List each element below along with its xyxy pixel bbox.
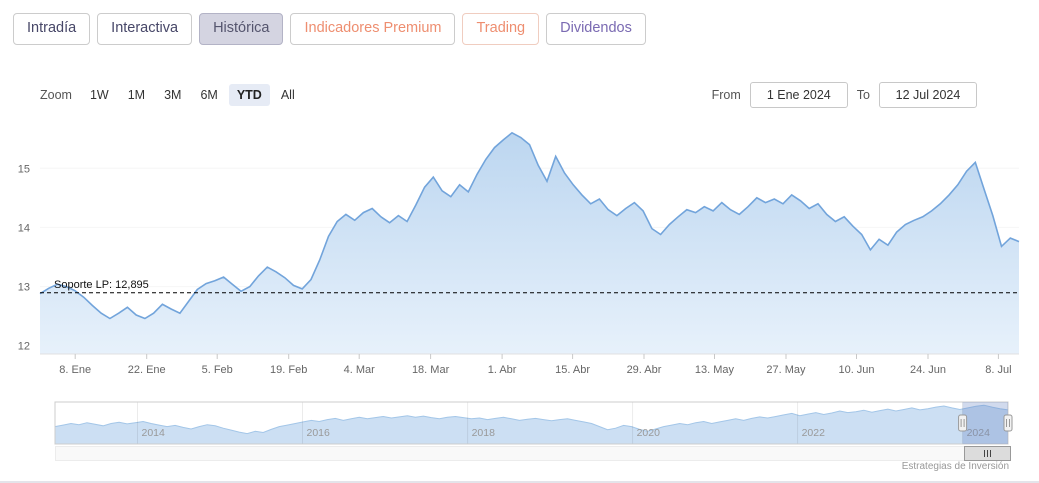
x-axis-label: 10. Jun (838, 364, 874, 376)
x-axis-label: 13. May (695, 364, 735, 376)
navigator-year-label: 2016 (307, 427, 331, 439)
navigator-year-label: 2024 (967, 427, 991, 439)
x-axis-label: 8. Jul (985, 364, 1011, 376)
x-axis-label: 8. Ene (59, 364, 91, 376)
zoom-label: Zoom (40, 88, 72, 102)
navigator-year-label: 2020 (637, 427, 661, 439)
zoom-button-all[interactable]: All (280, 88, 295, 102)
zoom-button-1m[interactable]: 1M (127, 88, 146, 102)
scrollbar-track[interactable] (55, 446, 1011, 461)
tab-intradia[interactable]: Intradía (13, 13, 91, 45)
navigator-year-label: 2018 (472, 427, 496, 439)
x-axis-label: 15. Abr (555, 364, 590, 376)
x-axis-label: 22. Ene (128, 364, 166, 376)
y-axis-label: 12 (18, 341, 30, 353)
chart-mode-tabs: Intradía Interactiva Histórica Indicador… (13, 13, 646, 45)
navigator-area (55, 405, 1008, 444)
support-line-label: Soporte LP: 12,895 (54, 279, 149, 291)
navigator-year-label: 2022 (802, 427, 826, 439)
navigator-line (54, 404, 1009, 435)
x-axis-label: 19. Feb (270, 364, 307, 376)
x-axis-label: 1. Abr (488, 364, 517, 376)
x-axis-label: 27. May (766, 364, 806, 376)
price-area (40, 132, 1019, 354)
y-axis-label: 15 (18, 163, 30, 175)
range-selector-row: Zoom 1W 1M 3M 6M YTD All From To (40, 82, 977, 108)
tab-indicadores-premium[interactable]: Indicadores Premium (290, 13, 456, 45)
navigator-handle-right[interactable] (1003, 414, 1013, 432)
x-axis-label: 18. Mar (412, 364, 450, 376)
zoom-button-6m[interactable]: 6M (200, 88, 218, 102)
x-axis-label: 29. Abr (627, 364, 662, 376)
tab-interactiva[interactable]: Interactiva (97, 13, 193, 45)
zoom-button-ytd[interactable]: YTD (228, 84, 270, 106)
tab-historica[interactable]: Histórica (199, 13, 284, 45)
from-label: From (711, 88, 741, 102)
credits-link[interactable]: Estrategias de Inversión (901, 461, 1009, 472)
navigator-chart[interactable]: 2014 2016 2018 2020 2022 2024 (0, 398, 1039, 460)
main-price-chart[interactable]: 12 13 14 15 8. Ene 22. Ene 5. Feb 19. Feb 4. Mar… (0, 106, 1039, 386)
y-axis-label: 14 (18, 222, 30, 234)
to-date-input[interactable] (879, 82, 977, 108)
scrollbar-thumb[interactable] (964, 446, 1011, 461)
x-axis-label: 4. Mar (344, 364, 376, 376)
navigator-selection[interactable] (962, 402, 1008, 444)
x-axis-label: 24. Jun (910, 364, 946, 376)
y-axis-label: 13 (18, 282, 30, 294)
zoom-button-3m[interactable]: 3M (164, 88, 182, 102)
to-label: To (856, 88, 870, 102)
tab-trading[interactable]: Trading (462, 13, 540, 45)
x-axis-label: 5. Feb (202, 364, 233, 376)
navigator-handle-left[interactable] (958, 414, 968, 432)
from-date-input[interactable] (749, 82, 848, 108)
zoom-button-1w[interactable]: 1W (89, 88, 109, 102)
price-line (39, 131, 1020, 320)
navigator-year-label: 2014 (142, 427, 166, 439)
tab-dividendos[interactable]: Dividendos (546, 13, 646, 45)
